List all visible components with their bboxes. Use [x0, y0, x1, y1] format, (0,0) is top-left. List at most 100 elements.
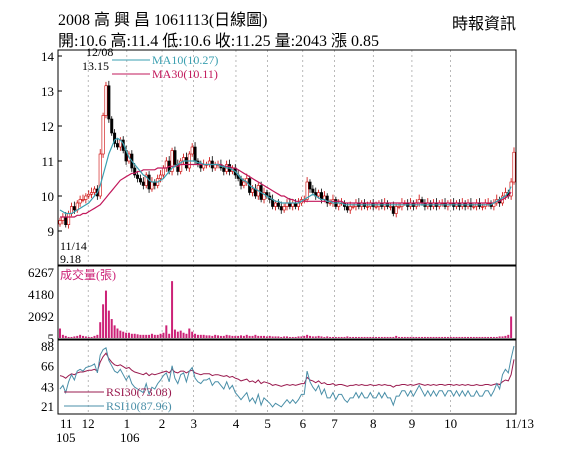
volume-bar — [294, 336, 297, 338]
ma30-legend-label: MA30(10.11) — [152, 67, 218, 81]
volume-bar — [357, 336, 360, 338]
volume-bar — [429, 336, 432, 338]
volume-bar — [441, 336, 444, 338]
candle-body — [251, 188, 255, 193]
volume-bar — [389, 336, 392, 338]
volume-bar — [222, 335, 225, 338]
volume-bars — [59, 281, 513, 338]
candle-body — [317, 192, 321, 197]
year-label-105: 105 — [56, 430, 76, 445]
volume-bar — [139, 334, 142, 338]
volume-bar — [343, 336, 346, 338]
volume-bar — [234, 335, 237, 338]
volume-bar — [334, 336, 337, 338]
volume-bar — [265, 336, 268, 338]
volume-bar — [196, 334, 199, 338]
price-panel-frame — [57, 49, 517, 266]
volume-bar — [398, 336, 401, 338]
volume-bar — [176, 331, 179, 338]
volume-bar — [73, 336, 76, 338]
candle-body — [115, 143, 119, 148]
volume-bar — [214, 334, 217, 338]
volume-bar — [498, 336, 501, 338]
volume-bar — [366, 336, 369, 338]
volume-bar — [191, 331, 194, 338]
volume-bar — [490, 336, 493, 338]
volume-bar — [156, 334, 159, 338]
rsi10-line — [59, 345, 515, 408]
volume-bar — [277, 336, 280, 338]
volume-ytick-label: 4180 — [28, 287, 54, 302]
volume-bar — [260, 335, 263, 338]
candle-body — [512, 151, 516, 183]
volume-bar — [435, 336, 438, 338]
rsi-y-axis: 88 66 43 21 — [41, 339, 55, 414]
volume-bar — [237, 335, 240, 338]
candle-body — [159, 174, 163, 179]
candle-body — [101, 115, 105, 155]
rsi-ytick-label: 43 — [41, 379, 54, 394]
volume-bar — [392, 336, 395, 338]
candle-body — [365, 206, 369, 208]
candle-body — [391, 206, 395, 214]
rsi-panel: 88 66 43 21 RSI30(73.08) RSI10(87.96) — [41, 339, 517, 415]
volume-bar — [104, 290, 107, 338]
x-tick-label: 9 — [409, 416, 416, 431]
candle-body — [325, 195, 329, 204]
volume-bar — [458, 336, 461, 338]
candle-body — [161, 167, 165, 176]
volume-bar — [179, 330, 182, 338]
candle-body — [170, 150, 174, 172]
volume-bar — [64, 335, 67, 338]
volume-bar — [90, 336, 93, 338]
volume-bar — [446, 336, 449, 338]
volume-bar — [188, 328, 191, 338]
volume-bar — [478, 336, 481, 338]
volume-bar — [70, 336, 73, 338]
volume-bar — [303, 335, 306, 338]
volume-bar — [263, 335, 266, 338]
candle-body — [305, 181, 309, 200]
volume-bar — [418, 336, 421, 338]
volume-bar — [136, 334, 139, 338]
volume-ytick-label: 2092 — [28, 309, 54, 324]
volume-bar — [225, 334, 228, 338]
volume-bar — [162, 332, 165, 338]
volume-bar — [148, 334, 151, 338]
volume-bar — [409, 336, 412, 338]
volume-bar — [372, 336, 375, 338]
volume-bar — [199, 334, 202, 338]
x-tick-label: 11/13 — [505, 416, 534, 431]
volume-bar — [363, 336, 366, 338]
volume-bar — [369, 336, 372, 338]
volume-bar — [107, 310, 110, 338]
candle-body — [58, 220, 62, 225]
volume-bar — [99, 322, 102, 338]
candle-body — [144, 174, 148, 186]
volume-bar — [375, 336, 378, 338]
volume-bar — [182, 332, 185, 338]
volume-bar — [481, 336, 484, 338]
x-tick-label: 5 — [264, 416, 271, 431]
price-ytick-label: 12 — [41, 119, 54, 134]
volume-bar — [467, 336, 470, 338]
volume-bar — [487, 336, 490, 338]
volume-bar — [122, 331, 125, 338]
volume-bar — [208, 335, 211, 338]
rsi-ytick-label: 21 — [41, 399, 54, 414]
candle-body — [184, 157, 188, 169]
volume-bar — [257, 335, 260, 338]
rsi30-legend-label: RSI30(73.08) — [106, 385, 172, 399]
volume-bar — [317, 335, 320, 338]
volume-bar — [395, 335, 398, 338]
volume-bar — [406, 336, 409, 338]
volume-bar — [421, 336, 424, 338]
month-gridlines — [87, 50, 451, 414]
volume-bar — [507, 334, 510, 338]
volume-bar — [202, 334, 205, 338]
candle-body — [138, 178, 142, 183]
candle-body — [107, 85, 111, 120]
source-label: 時報資訊 — [452, 16, 517, 33]
volume-bar — [79, 334, 82, 338]
volume-bar — [340, 336, 343, 338]
